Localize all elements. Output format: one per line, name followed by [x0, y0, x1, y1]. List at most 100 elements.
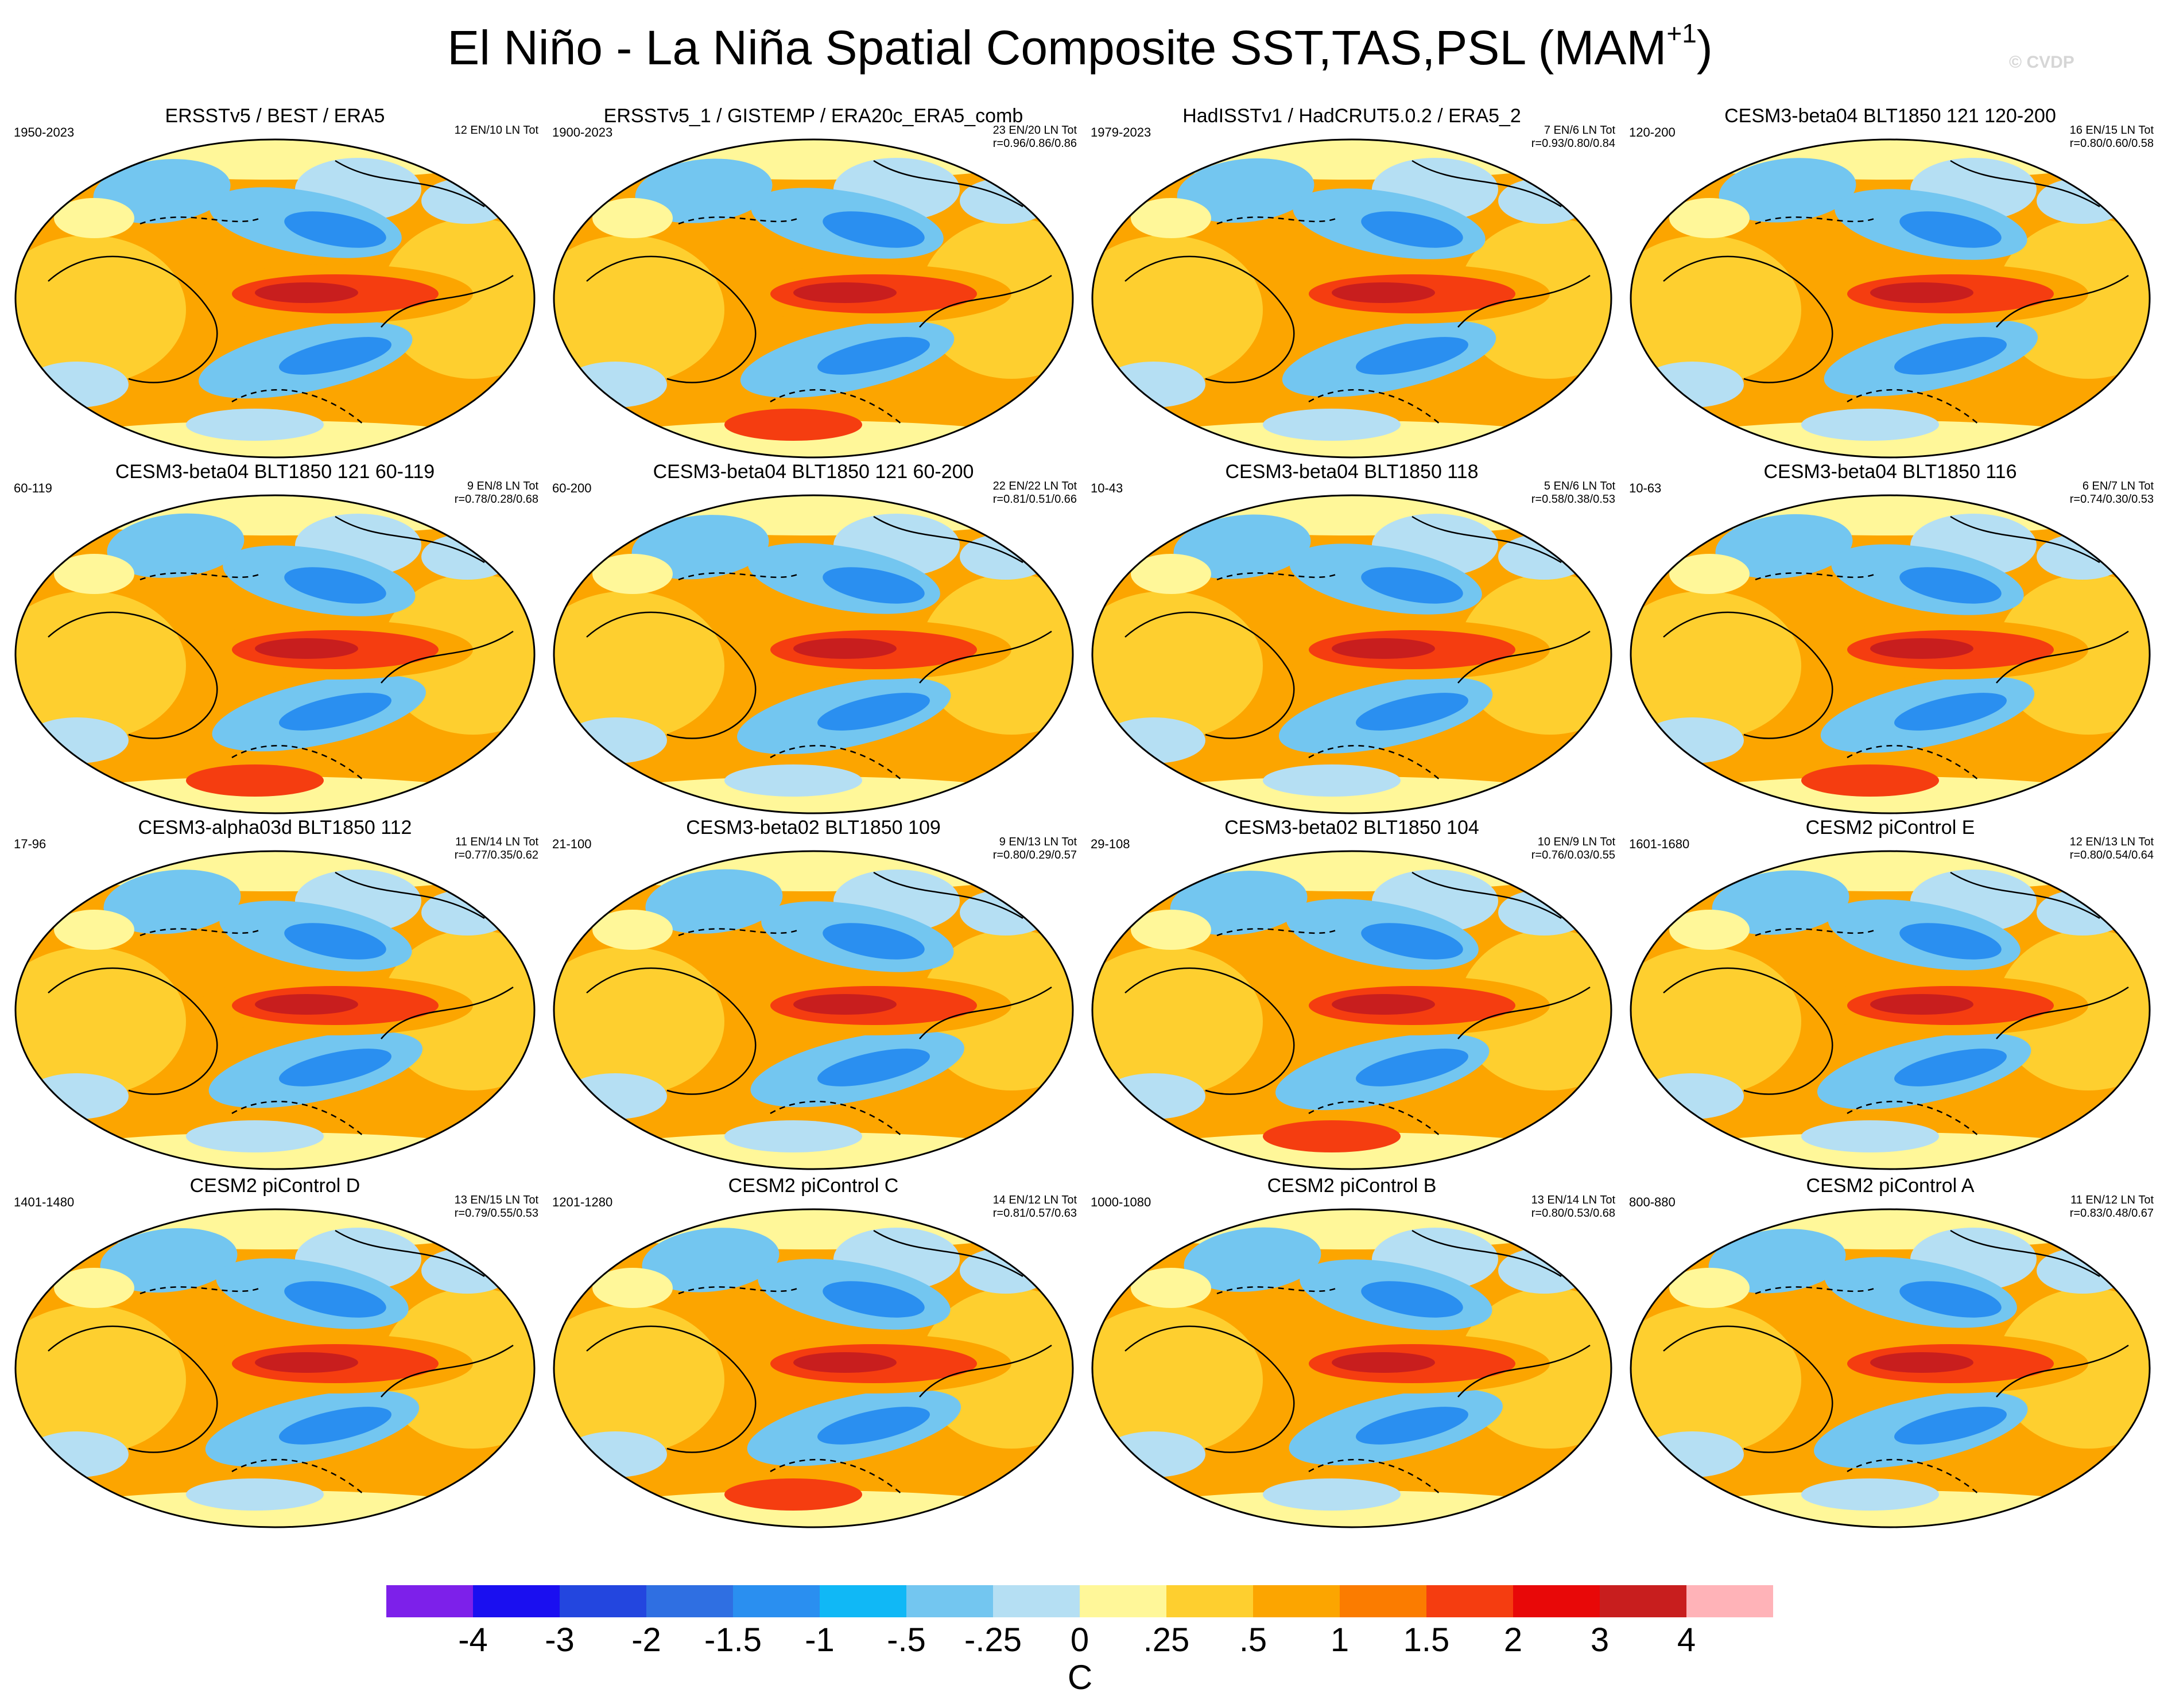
- psl-contour: [1411, 515, 1562, 564]
- panel-title: ERSSTv5_1 / GISTEMP / ERA20c_ERA5_comb: [603, 105, 1023, 127]
- map-outline: [14, 138, 536, 459]
- anomaly-region: [279, 1049, 391, 1086]
- anomaly-region: [1801, 764, 1939, 797]
- colorbar-tick-label: -.5: [887, 1621, 926, 1659]
- event-count-label: 6 EN/7 LN Tot: [2082, 480, 2154, 492]
- psl-contour: [1457, 1344, 1591, 1398]
- anomaly-region: [103, 869, 241, 934]
- anomaly-region: [823, 211, 925, 248]
- anomaly-region: [186, 764, 324, 797]
- anomaly-region: [793, 638, 897, 659]
- anomaly-region: [1669, 554, 1750, 594]
- psl-contour: [1996, 1344, 2129, 1398]
- anomaly-map: [1091, 138, 1612, 459]
- anomaly-region: [635, 158, 773, 223]
- anomaly-region: [1458, 218, 1611, 379]
- anomaly-region: [1092, 139, 1611, 180]
- psl-contour: [139, 572, 261, 581]
- colorbar-swatch: [1166, 1585, 1254, 1617]
- anomaly-region: [1356, 693, 1468, 731]
- panel-event-count: 5 EN/6 LN Tot r=0.58/0.38/0.53: [1531, 480, 1615, 506]
- panel-title: ERSSTv5 / BEST / ERA5: [165, 105, 385, 127]
- pattern-correlation-label: r=0.77/0.35/0.62: [454, 849, 538, 861]
- colorbar-tick-label: .25: [1143, 1621, 1190, 1659]
- psl-contour: [919, 1344, 1052, 1398]
- event-count-label: 13 EN/15 LN Tot: [454, 1194, 538, 1206]
- colorbar-tick-label: 1.5: [1403, 1621, 1450, 1659]
- colorbar-unit: C: [1067, 1658, 1093, 1697]
- anomaly-region: [1631, 139, 2150, 180]
- anomaly-region: [1131, 198, 1211, 238]
- anomaly-region: [592, 198, 673, 238]
- anomaly-region: [100, 1228, 238, 1293]
- panel-title: CESM3-beta04 BLT1850 118: [1225, 461, 1479, 483]
- anomaly-region: [381, 218, 534, 379]
- colorbar-swatch: [646, 1585, 734, 1617]
- map-panel: CESM3-beta04 BLT1850 116 10-63 6 EN/7 LN T…: [1621, 460, 2159, 816]
- anomaly-region: [1332, 994, 1435, 1015]
- anomaly-region: [1092, 235, 1263, 385]
- anomaly-region: [279, 337, 391, 375]
- map-outline: [1091, 494, 1612, 814]
- psl-contour: [335, 1229, 485, 1278]
- colorbar-swatch: [906, 1585, 994, 1617]
- anomaly-map: [553, 1208, 1074, 1528]
- event-count-label: 7 EN/6 LN Tot: [1544, 124, 1615, 137]
- panel-event-count: 11 EN/14 LN Tot r=0.77/0.35/0.62: [455, 836, 538, 862]
- anomaly-region: [54, 198, 134, 238]
- colorbar-swatch: [1080, 1585, 1167, 1617]
- colorbar-tick-label: 3: [1590, 1621, 1610, 1659]
- anomaly-region: [1801, 1478, 1939, 1511]
- psl-contour: [139, 216, 261, 225]
- panel-event-count: 14 EN/12 LN Tot r=0.81/0.57/0.63: [993, 1194, 1077, 1220]
- map-outline: [14, 850, 536, 1170]
- psl-contour: [1950, 515, 2100, 564]
- anomaly-region: [284, 567, 386, 604]
- psl-contour: [48, 255, 218, 383]
- anomaly-region: [1498, 890, 1590, 935]
- colorbar-tick-label: -1: [805, 1621, 835, 1659]
- event-count-label: 13 EN/14 LN Tot: [1531, 1194, 1615, 1206]
- anomaly-region: [1631, 1305, 1801, 1454]
- anomaly-region: [2037, 534, 2128, 580]
- psl-contour: [586, 1325, 757, 1453]
- anomaly-region: [107, 513, 245, 578]
- psl-contour: [1996, 986, 2129, 1039]
- anomaly-region: [1263, 409, 1401, 441]
- psl-contour: [1950, 160, 2100, 208]
- anomaly-map: [14, 850, 536, 1170]
- colorbar-swatch: [473, 1585, 560, 1617]
- anomaly-region: [1092, 591, 1263, 740]
- psl-contour: [48, 1325, 218, 1453]
- anomaly-region: [1458, 930, 1611, 1090]
- anomaly-region: [1715, 514, 1853, 579]
- anomaly-region: [1631, 235, 1801, 385]
- colorbar-tick-label: .5: [1239, 1621, 1267, 1659]
- anomaly-map: [14, 494, 536, 814]
- map-outline: [14, 494, 536, 814]
- anomaly-region: [1361, 211, 1463, 248]
- anomaly-region: [1996, 930, 2150, 1090]
- anomaly-region: [1332, 638, 1435, 659]
- colorbar-swatch: [1253, 1585, 1340, 1617]
- anomaly-region: [1263, 1478, 1401, 1511]
- event-count-label: 11 EN/14 LN Tot: [455, 836, 538, 848]
- anomaly-region: [1361, 567, 1463, 604]
- anomaly-region: [920, 930, 1073, 1090]
- colorbar-swatch: [820, 1585, 907, 1617]
- watermark: © CVDP: [2009, 53, 2074, 72]
- panel-event-count: 12 EN/10 LN Tot: [455, 124, 538, 137]
- map-panel: ERSSTv5 / BEST / ERA5 1950-2023 12 EN/10 L…: [6, 104, 544, 460]
- psl-contour: [1216, 928, 1338, 937]
- anomaly-region: [1092, 1305, 1263, 1454]
- anomaly-region: [554, 1209, 1073, 1249]
- anomaly-region: [1669, 198, 1750, 238]
- panel-year-range: 120-200: [1629, 125, 1676, 139]
- anomaly-map: [1091, 1208, 1612, 1528]
- anomaly-region: [2037, 1248, 2128, 1294]
- event-count-label: 11 EN/12 LN Tot: [2070, 1194, 2154, 1206]
- anomaly-region: [15, 1305, 186, 1454]
- map-panel: CESM3-beta04 BLT1850 121 60-200 60-200 22 …: [544, 460, 1083, 816]
- map-outline: [553, 138, 1074, 459]
